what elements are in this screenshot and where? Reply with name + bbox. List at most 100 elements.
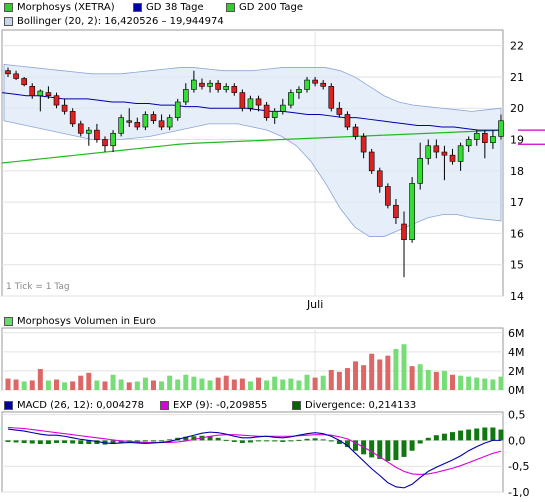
candle-body <box>328 86 335 109</box>
candle-body <box>77 123 84 134</box>
legend-swatch <box>4 17 13 26</box>
candle-body <box>473 132 480 140</box>
divergence-bar <box>377 440 383 459</box>
volume-bar <box>21 381 27 390</box>
candle-body <box>199 82 205 87</box>
candle-body <box>417 158 423 184</box>
divergence-bar <box>474 428 480 441</box>
y-tick-label: 0,5 <box>508 409 526 422</box>
volume-bar <box>159 381 165 390</box>
divergence-bar <box>70 440 76 444</box>
volume-bar <box>134 381 140 390</box>
volume-bar <box>474 377 480 390</box>
volume-bar <box>110 374 116 390</box>
volume-bar <box>199 378 205 390</box>
candle-body <box>5 70 11 75</box>
volume-bar <box>498 376 504 390</box>
candle-body <box>255 98 262 106</box>
divergence-bar <box>62 440 68 443</box>
candle-body <box>312 79 318 84</box>
candle-body <box>126 120 133 123</box>
candle-body <box>336 107 343 115</box>
volume-bar <box>167 375 173 390</box>
divergence-bar <box>231 440 237 442</box>
candle-body <box>441 151 448 156</box>
candle-body <box>134 122 141 128</box>
divergence-bar <box>134 440 140 442</box>
divergence-bar <box>441 433 447 441</box>
macd-line <box>7 428 501 489</box>
y-tick-label: 21 <box>510 71 524 84</box>
volume-bar <box>458 375 464 390</box>
volume-bar <box>272 376 278 390</box>
y-tick-label: 19 <box>510 134 524 147</box>
legend-label-stock: Morphosys (XETRA) <box>17 2 115 13</box>
y-tick-label: 14 <box>510 290 524 303</box>
volume-bar <box>369 353 375 390</box>
candle-body <box>69 111 76 125</box>
volume-bar <box>409 366 415 390</box>
candle-body <box>61 104 68 112</box>
candle-body <box>110 132 116 147</box>
candle-body <box>215 82 221 90</box>
divergence-bar <box>256 440 262 442</box>
candle-body <box>142 114 149 128</box>
candle-body <box>263 104 270 118</box>
volume-bar <box>264 380 270 390</box>
divergence-bar <box>490 427 496 441</box>
volume-bar <box>62 382 68 390</box>
volume-bar <box>385 355 391 390</box>
divergence-bar <box>369 440 375 458</box>
volume-bar <box>336 371 342 390</box>
volume-bar <box>29 380 35 390</box>
volume-bar <box>441 370 447 390</box>
candle-body <box>271 111 278 118</box>
candle-body <box>37 90 44 97</box>
divergence-bar <box>458 430 464 441</box>
volume-bar <box>417 364 423 390</box>
volume-bar <box>304 374 310 390</box>
volume-bar <box>231 379 237 390</box>
volume-bar <box>296 380 302 390</box>
volume-bar <box>344 368 350 390</box>
volume-bar <box>78 375 84 390</box>
candle-body <box>457 145 464 162</box>
candle-body <box>29 86 36 97</box>
divergence-bar <box>288 440 294 442</box>
candle-body <box>393 204 399 219</box>
candle-body <box>385 186 391 206</box>
legend-label-gd200: GD 200 Tage <box>239 2 303 13</box>
candle-body <box>482 132 488 143</box>
divergence-bar <box>264 440 270 442</box>
volume-bar <box>5 378 11 390</box>
candle-body <box>360 136 367 153</box>
divergence-bar <box>336 440 342 444</box>
divergence-bar <box>280 440 286 442</box>
legend-label-gd38: GD 38 Tage <box>146 2 204 13</box>
candle-body <box>344 114 351 128</box>
volume-bar <box>150 380 156 390</box>
volume-bar <box>377 359 383 390</box>
volume-bar <box>256 377 262 390</box>
volume-bar <box>353 361 359 390</box>
legend-swatch <box>226 3 235 12</box>
candle-body <box>150 114 157 122</box>
legend-price-3: GD 200 Tage <box>226 2 303 13</box>
legend-bollinger: Bollinger (20, 2): 16,420526 – 19,944974 <box>4 16 224 27</box>
y-tick-label: 22 <box>510 40 524 53</box>
y-tick-label: 6M <box>508 327 525 340</box>
macd-panel <box>1 411 504 493</box>
legend-macd-3: Divergence: 0,214133 <box>292 400 416 411</box>
volume-bar <box>13 379 19 390</box>
y-tick-label: 17 <box>510 196 524 209</box>
gd38-line <box>1 92 503 131</box>
candle-body <box>45 92 52 97</box>
candle-body <box>425 145 432 159</box>
volume-bar <box>239 378 245 390</box>
exp-line <box>7 426 502 476</box>
y-tick-label: 20 <box>510 102 524 115</box>
volume-bar <box>86 372 92 390</box>
divergence-bar <box>482 427 488 441</box>
volume-bar <box>53 379 59 390</box>
